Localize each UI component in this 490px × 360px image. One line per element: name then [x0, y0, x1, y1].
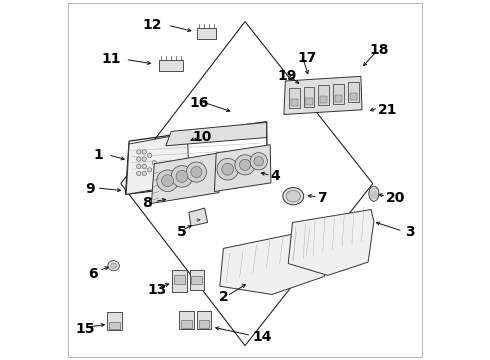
Circle shape [142, 150, 147, 154]
Text: 19: 19 [277, 69, 297, 82]
Circle shape [147, 168, 152, 172]
Text: 2: 2 [219, 290, 229, 304]
Circle shape [176, 171, 188, 182]
Ellipse shape [283, 188, 304, 205]
Text: 14: 14 [252, 330, 271, 343]
Text: 15: 15 [76, 323, 95, 336]
Polygon shape [284, 76, 362, 114]
Text: 5: 5 [176, 225, 186, 239]
Bar [196, 28, 217, 39]
Bar [289, 88, 300, 108]
Bar [181, 320, 192, 328]
Bar [107, 312, 122, 330]
Circle shape [137, 157, 141, 161]
Bar [305, 98, 313, 105]
Text: 8: 8 [143, 197, 152, 210]
Bar [291, 99, 298, 106]
Bar [197, 311, 211, 329]
Bar [304, 87, 315, 107]
Text: 13: 13 [148, 283, 167, 297]
Bar [172, 270, 187, 292]
Bar [174, 275, 185, 284]
Circle shape [254, 157, 264, 166]
Bar [159, 60, 183, 71]
Ellipse shape [108, 261, 120, 271]
Circle shape [240, 159, 250, 170]
Bar [348, 82, 359, 102]
Circle shape [222, 163, 234, 175]
Text: 10: 10 [193, 130, 212, 144]
Circle shape [142, 157, 147, 161]
Text: 12: 12 [143, 18, 162, 32]
Circle shape [217, 158, 239, 180]
Bar [318, 85, 329, 105]
Bar [190, 270, 204, 290]
Circle shape [137, 150, 141, 154]
Circle shape [142, 164, 147, 168]
Circle shape [162, 175, 173, 186]
Bar [335, 95, 342, 102]
Circle shape [157, 170, 178, 192]
Bar [192, 276, 202, 284]
Bar [198, 320, 209, 328]
Polygon shape [189, 208, 208, 226]
Circle shape [191, 167, 202, 177]
Text: 3: 3 [405, 225, 415, 239]
Text: 18: 18 [369, 44, 389, 57]
Bar [350, 93, 357, 100]
Circle shape [235, 155, 255, 175]
Circle shape [147, 153, 152, 158]
Bar [179, 311, 194, 329]
Circle shape [152, 161, 156, 165]
Ellipse shape [111, 263, 117, 268]
Bar [333, 84, 344, 104]
Bar [109, 322, 120, 329]
Circle shape [142, 171, 147, 176]
Bar [320, 96, 327, 103]
Ellipse shape [369, 186, 379, 201]
Text: 16: 16 [189, 96, 209, 109]
Text: 7: 7 [317, 191, 327, 205]
Polygon shape [166, 122, 267, 146]
Text: 11: 11 [101, 53, 121, 66]
Polygon shape [220, 230, 330, 294]
Circle shape [137, 171, 141, 176]
Polygon shape [288, 210, 374, 275]
Text: 4: 4 [270, 170, 280, 183]
Text: 9: 9 [85, 182, 95, 196]
Ellipse shape [286, 190, 300, 202]
Circle shape [250, 153, 268, 170]
Polygon shape [215, 145, 271, 192]
Polygon shape [126, 133, 189, 194]
Text: 17: 17 [297, 51, 317, 64]
Polygon shape [151, 153, 219, 203]
Text: 6: 6 [88, 267, 98, 280]
Text: 20: 20 [386, 191, 405, 205]
Circle shape [137, 164, 141, 168]
Text: 21: 21 [378, 103, 398, 117]
Circle shape [171, 166, 193, 187]
Text: 1: 1 [93, 148, 103, 162]
Circle shape [186, 162, 206, 182]
